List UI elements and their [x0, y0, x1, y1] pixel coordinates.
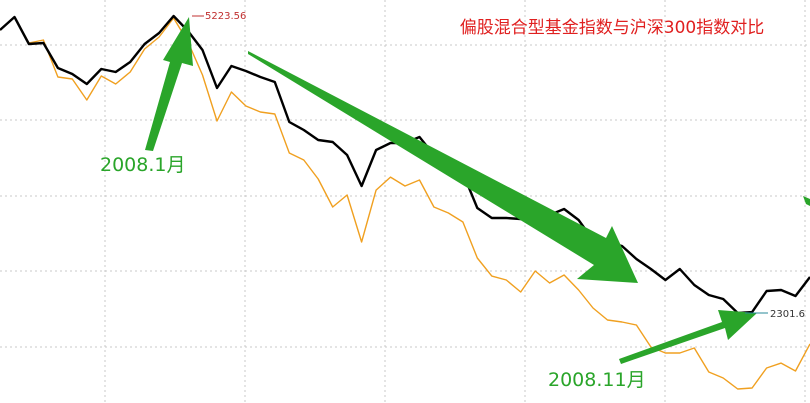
trough-label: 2301.6 — [770, 309, 805, 320]
plot — [0, 14, 810, 390]
arrow — [145, 17, 193, 151]
arrows — [145, 17, 810, 364]
arrow — [619, 310, 757, 364]
peak-label: 5223.56 — [205, 11, 246, 22]
chart-title: 偏股混合型基金指数与沪深300指数对比 — [460, 18, 764, 38]
arrow — [803, 196, 810, 206]
arrow — [248, 51, 638, 283]
series-line — [0, 16, 810, 390]
annotation: 2008.1月 — [100, 154, 185, 176]
annotation: 2008.11月 — [548, 369, 646, 391]
